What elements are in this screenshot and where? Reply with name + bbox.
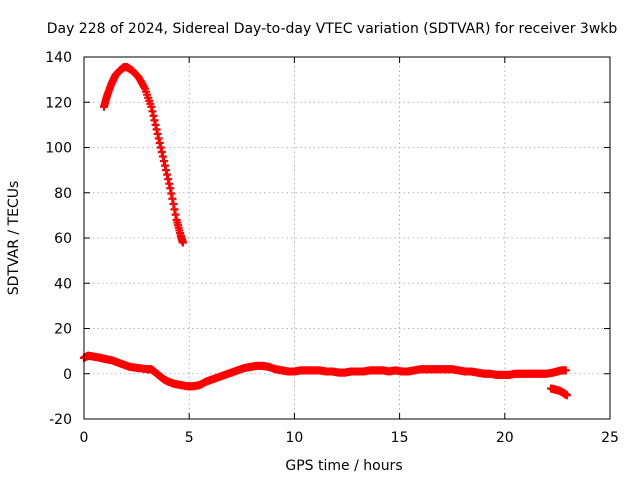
series-low-trace: [80, 351, 570, 391]
y-tick-label: 40: [54, 276, 72, 292]
plot-frame: [83, 56, 611, 420]
y-tick-label: 100: [45, 141, 72, 157]
y-tick-label: -20: [49, 412, 72, 428]
x-tick-label: 20: [496, 430, 514, 446]
series-high-arc: [99, 63, 187, 247]
x-axis-label: GPS time / hours: [285, 458, 402, 474]
x-tick-label: 25: [601, 430, 619, 446]
x-tick-label: 15: [391, 430, 409, 446]
data-point: [178, 238, 187, 247]
y-axis-label: SDTVAR / TECUs: [6, 181, 22, 296]
y-tick-label: 140: [45, 50, 72, 66]
grid-lines: [84, 57, 610, 419]
y-tick-label: 120: [45, 95, 72, 111]
y-tick-label: 80: [54, 186, 72, 202]
y-tick-label: 20: [54, 322, 72, 338]
x-tick-label: 10: [285, 430, 303, 446]
data-points: [80, 63, 571, 400]
y-tick-label: 60: [54, 231, 72, 247]
data-point: [562, 391, 571, 400]
x-tick-label: 0: [80, 430, 89, 446]
chart-title: Day 228 of 2024, Sidereal Day-to-day VTE…: [47, 21, 618, 37]
axis-ticks: 0 5 10 15 20 25 -20 0 20 40 60 80 100 120 140: [45, 50, 619, 446]
y-tick-label: 0: [63, 367, 72, 383]
data-point: [561, 366, 570, 375]
x-tick-label: 5: [185, 430, 194, 446]
series-late-drop: [547, 384, 571, 400]
